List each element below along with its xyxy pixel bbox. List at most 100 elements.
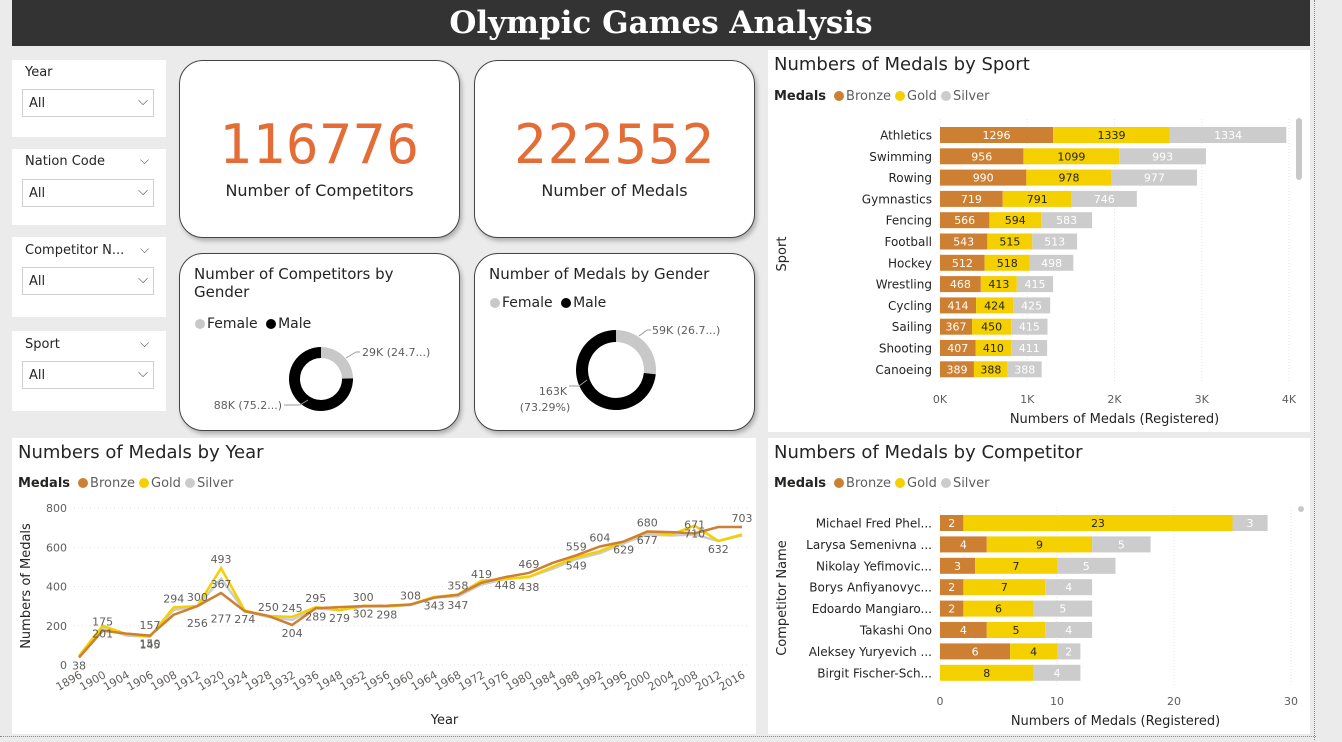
chevron-down-icon[interactable]: ⌵ (140, 153, 150, 167)
category-label: Rowing (888, 171, 932, 185)
silver-data-label: 2 (1065, 645, 1072, 658)
competitors-gender-title-line1: Number of Competitors by (194, 265, 394, 283)
category-label: Athletics (880, 129, 932, 143)
category-label: Sailing (892, 320, 932, 334)
silver-bar (1033, 600, 1093, 617)
nation-code-dropdown-value: All (29, 186, 46, 201)
x-tick-label: 4K (1282, 393, 1297, 406)
bronze-data-label: 2 (948, 581, 955, 594)
competitor-name-dropdown[interactable]: All ⌵ (22, 267, 154, 295)
gold-bar (1026, 169, 1112, 186)
bronze-bar (940, 515, 964, 531)
male-legend-label: Male (573, 295, 607, 311)
line-data-label: 358 (447, 580, 468, 593)
competitors-gender-legend: Female Male (193, 316, 311, 332)
silver-data-label: 415 (1024, 278, 1045, 291)
nation-code-dropdown[interactable]: All ⌵ (22, 179, 154, 207)
male-leader-line (578, 379, 588, 387)
chevron-down-icon: ⌵ (138, 184, 148, 199)
silver-data-label: 583 (1056, 214, 1077, 227)
silver-data-label: 5 (1059, 603, 1066, 616)
medals-by-year-legend: Medals Bronze Gold Silver (18, 476, 233, 491)
nation-code-slicer: Nation Code ⌵ All ⌵ (12, 149, 166, 225)
nation-code-slicer-label: Nation Code (25, 154, 106, 169)
medals-by-year-panel: Numbers of Medals by Year Medals Bronze Go… (12, 438, 756, 734)
line-data-label: 279 (329, 612, 350, 625)
gold-data-label: 8 (983, 667, 990, 680)
line-data-label: 343 (424, 600, 445, 613)
female-legend-marker (195, 319, 205, 329)
x-tick-label: 10 (1050, 695, 1064, 708)
line-data-label: 274 (234, 613, 255, 626)
silver-data-label: 977 (1144, 172, 1165, 185)
female-donut-label: 29K (24.7...) (362, 346, 430, 359)
silver-data-label: 498 (1041, 257, 1062, 270)
medals-by-year-chart: 0200400600800189619001904190619081912192… (19, 502, 753, 728)
female-leader-line (345, 351, 357, 359)
line-data-label: 703 (732, 512, 753, 525)
scrollbar-thumb[interactable] (1298, 506, 1304, 512)
line-data-label: 298 (376, 609, 397, 622)
silver-bar (1016, 276, 1054, 293)
line-data-label: 277 (211, 613, 232, 626)
competitors-kpi-label: Number of Competitors (225, 181, 414, 200)
bronze-data-label: 4 (960, 624, 967, 637)
bronze-bar (940, 190, 1003, 207)
gold-bar (1002, 190, 1072, 207)
silver-bar (1169, 127, 1287, 143)
y-axis-title: Numbers of Medals (19, 523, 34, 649)
line-data-label: 710 (684, 528, 705, 541)
gold-bar (973, 361, 1008, 378)
silver-bar (1013, 297, 1051, 314)
medals-gender-card: Number of Medals by Gender Female Male 5… (474, 253, 755, 431)
year-dropdown[interactable]: All ⌵ (22, 89, 154, 117)
chevron-down-icon[interactable]: ⌵ (140, 242, 150, 256)
legend-title: Medals (18, 476, 71, 491)
female-legend-label: Female (207, 316, 258, 332)
bronze-legend-marker (834, 91, 845, 101)
chevron-down-icon[interactable]: ⌵ (140, 336, 150, 350)
gold-data-label: 450 (981, 321, 1002, 334)
category-label: Swimming (869, 150, 932, 164)
line-data-label: 204 (282, 627, 303, 640)
scrollbar-thumb[interactable] (1296, 118, 1302, 180)
category-label: Canoeing (875, 363, 932, 377)
category-label: Nikolay Yefimovic... (816, 559, 932, 573)
gold-data-label: 9 (1036, 538, 1043, 551)
silver-bar (1111, 169, 1197, 186)
silver-data-label: 993 (1152, 150, 1173, 163)
gold-data-label: 1339 (1097, 129, 1125, 142)
male-legend-label: Male (278, 316, 312, 332)
silver-data-label: 4 (1065, 624, 1072, 637)
silver-legend-marker (940, 478, 951, 488)
gold-bar (1053, 127, 1170, 143)
competitor-name-slicer: Competitor N... ⌵ All ⌵ (12, 237, 166, 317)
male-legend-marker (561, 298, 572, 308)
bronze-bar (940, 318, 973, 335)
male-legend-marker (266, 319, 277, 329)
line-data-label: 175 (92, 616, 113, 629)
sport-slicer: Sport ⌵ All ⌵ (12, 331, 166, 411)
bronze-bar (940, 579, 964, 596)
silver-data-label: 415 (1019, 321, 1040, 334)
x-tick-label: 0K (933, 393, 948, 406)
silver-bar (1232, 515, 1268, 531)
bronze-bar (940, 361, 974, 378)
y-axis-title: Competitor Name (775, 540, 790, 656)
competitor-name-dropdown-value: All (29, 274, 46, 289)
competitors-gender-title-line2: Gender (194, 283, 250, 301)
gold-data-label: 518 (997, 257, 1018, 270)
gold-bar (963, 600, 1034, 617)
male-donut-label: 88K (75.2...) (214, 399, 282, 412)
sport-dropdown[interactable]: All ⌵ (22, 361, 154, 389)
bronze-bar (940, 254, 985, 271)
female-donut-slice (321, 347, 353, 379)
gold-data-label: 424 (984, 299, 1005, 312)
canvas-bottom-border (0, 736, 1316, 737)
gold-legend-label: Gold (907, 89, 937, 104)
line-data-label: 677 (637, 534, 658, 547)
competitors-kpi-card: 116776 Number of Competitors (179, 60, 460, 238)
gold-bar (963, 579, 1046, 596)
medals-kpi-card: 222552 Number of Medals (474, 60, 755, 238)
